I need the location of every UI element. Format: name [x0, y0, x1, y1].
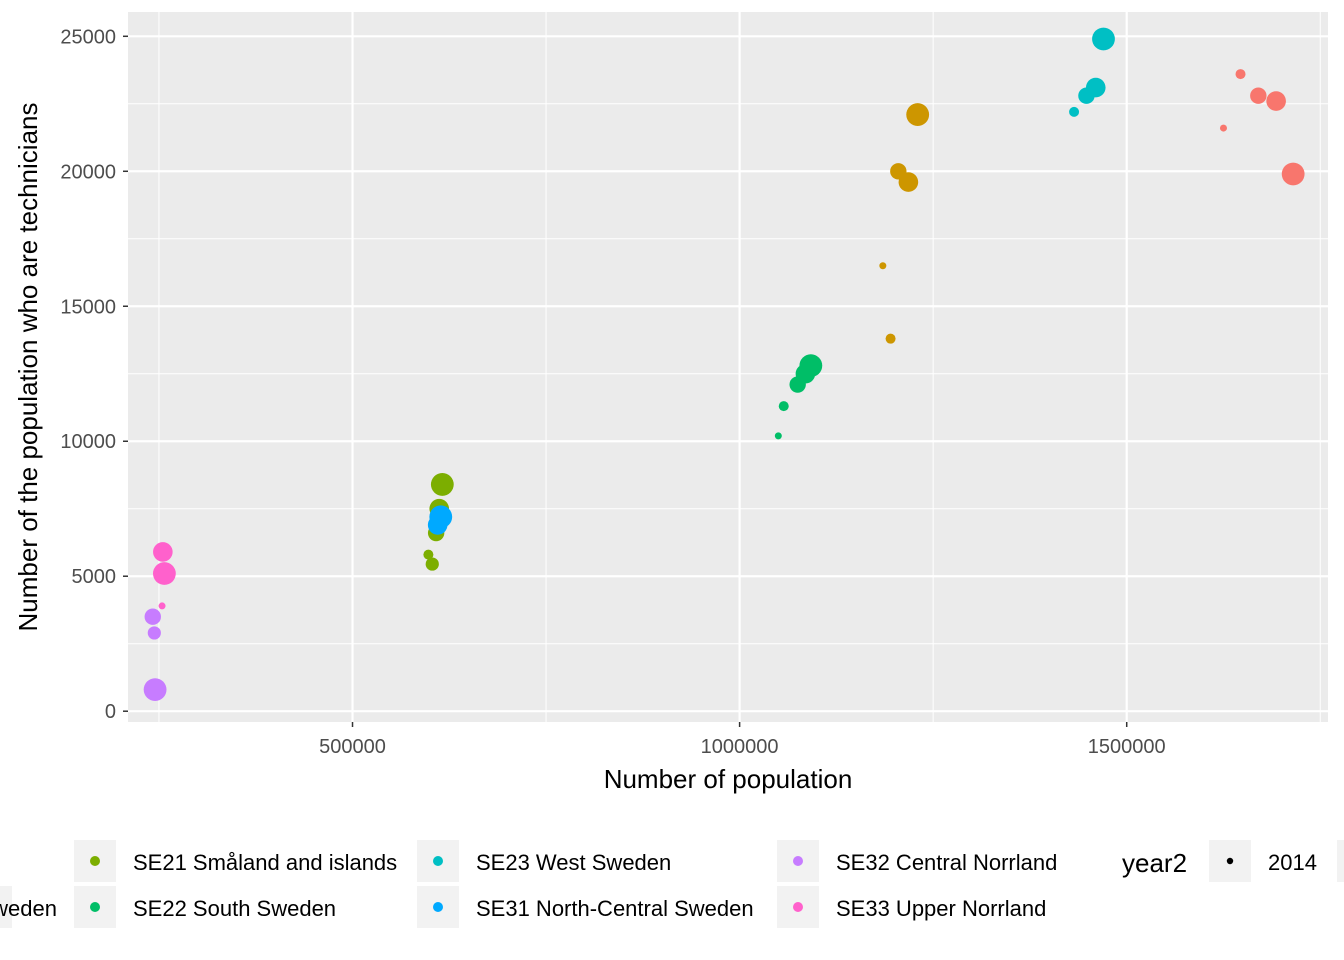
x-tick-label: 1500000	[1088, 736, 1166, 758]
legend-label: SE33 Upper Norrland	[836, 896, 1046, 921]
legend-key-dot	[793, 902, 803, 912]
data-point	[799, 354, 823, 378]
legend-label: SE22 South Sweden	[133, 896, 336, 921]
data-point	[1219, 124, 1227, 132]
legend-label: SE31 North-Central Sweden	[476, 896, 754, 921]
legend-key-dot	[433, 902, 443, 912]
major-gridlines	[128, 12, 1328, 722]
legend-label: SE23 West Sweden	[476, 850, 671, 875]
legend-key-dot	[793, 856, 803, 866]
data-points	[143, 27, 1305, 702]
legend-key-dot	[433, 856, 443, 866]
data-point	[898, 172, 919, 192]
data-point	[1281, 162, 1305, 186]
size-legend-title: year2	[1122, 848, 1187, 878]
data-point	[1250, 87, 1267, 104]
y-axis-ticks: 0 5000 10000 15000 20000 25000	[60, 26, 128, 723]
x-axis-ticks: 500000 1000000 1500000	[319, 722, 1166, 758]
data-point	[423, 549, 434, 560]
legend-key-dot	[90, 856, 100, 866]
data-point	[885, 333, 896, 344]
y-axis-title: Number of the population who are technic…	[13, 103, 43, 632]
legend-label: 2014	[1268, 850, 1317, 875]
legend-key-dot	[90, 902, 100, 912]
data-point	[1266, 91, 1286, 111]
y-tick-label: 0	[105, 701, 116, 723]
data-point	[425, 557, 439, 571]
y-tick-label: 20000	[60, 161, 116, 183]
y-tick-label: 10000	[60, 431, 116, 453]
data-point	[1085, 77, 1106, 98]
x-axis-title: Number of population	[604, 764, 853, 794]
legend-key-box	[1337, 840, 1344, 882]
data-point	[143, 678, 167, 702]
legend-label: SE21 Småland and islands	[133, 850, 397, 875]
data-point	[430, 473, 454, 496]
data-point	[1092, 27, 1115, 51]
data-point	[147, 626, 161, 640]
data-point	[429, 505, 453, 529]
data-point	[144, 608, 161, 625]
data-point	[774, 432, 782, 440]
legend-key-box	[0, 886, 12, 928]
minor-gridlines	[128, 12, 1328, 722]
data-point	[778, 401, 789, 412]
y-tick-label: 25000	[60, 26, 116, 48]
data-point	[1069, 106, 1080, 117]
legend-key-dot	[1226, 857, 1234, 865]
x-tick-label: 500000	[319, 736, 386, 758]
y-tick-label: 15000	[60, 296, 116, 318]
y-tick-label: 5000	[72, 566, 117, 588]
plot-panel	[128, 12, 1328, 722]
x-tick-label: 1000000	[701, 736, 779, 758]
data-point	[879, 262, 887, 270]
data-point	[158, 602, 166, 610]
legend: weden SE21 Småland and islands SE22 South …	[0, 840, 1344, 928]
data-point	[153, 542, 173, 562]
legend-label: weden	[0, 896, 57, 921]
data-point	[906, 103, 930, 126]
legend-label: SE32 Central Norrland	[836, 850, 1057, 875]
data-point	[1235, 69, 1246, 80]
data-point	[152, 562, 176, 585]
